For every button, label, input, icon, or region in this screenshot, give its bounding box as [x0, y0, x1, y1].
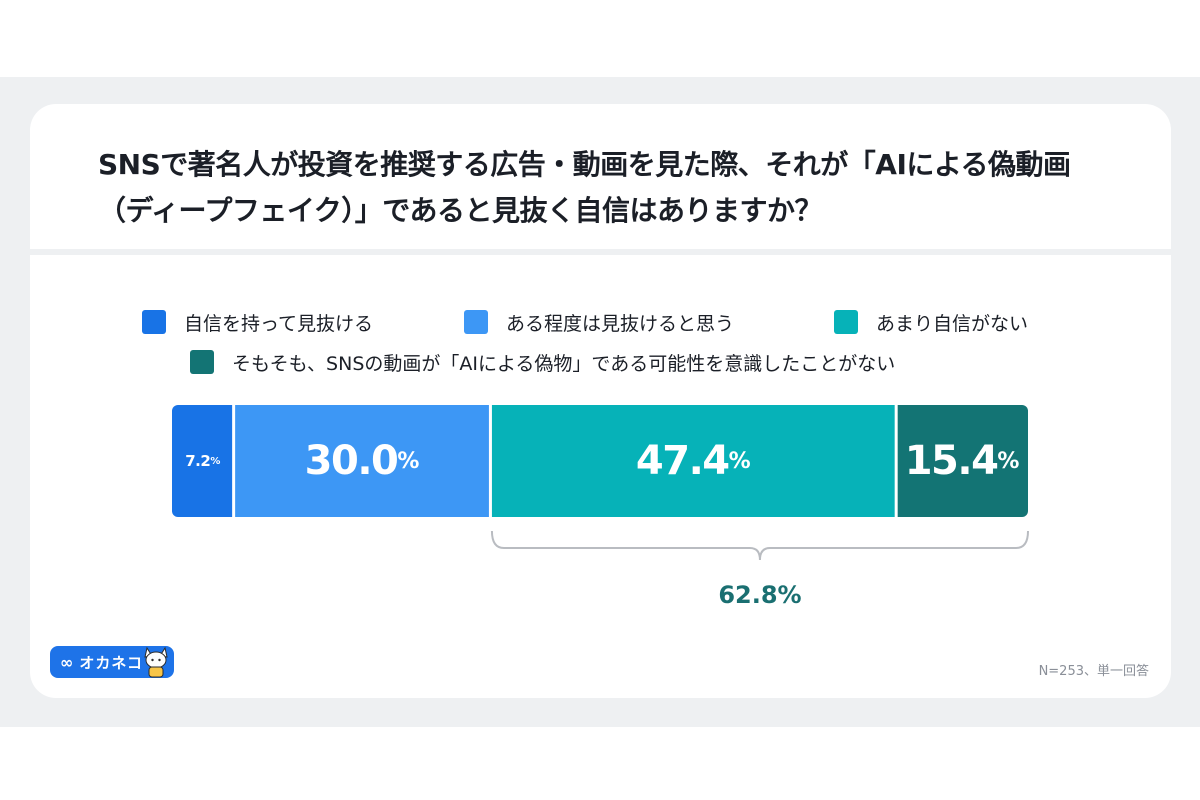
legend-item-never-considered: そもそも、SNSの動画が「AIによる偽物」である可能性を意識したことがない	[190, 349, 895, 375]
data-label: 30.0%	[305, 438, 420, 484]
logo-text: オカネコ	[79, 653, 144, 672]
question-title: SNSで著名人が投資を推奨する広告・動画を見た際、それが「AIによる偽動画（ディ…	[98, 148, 1071, 227]
cat-mascot-icon	[144, 646, 168, 678]
legend-label: ある程度は見抜けると思う	[506, 312, 735, 335]
legend-label: 自信を持って見抜ける	[184, 312, 374, 335]
bar-segment	[235, 405, 489, 517]
data-label: 47.4%	[636, 438, 751, 484]
infinity-icon: ∞	[60, 652, 74, 672]
legend-swatch	[190, 350, 214, 374]
legend-swatch	[142, 310, 166, 334]
chart-card: SNSで著名人が投資を推奨する広告・動画を見た際、それが「AIによる偽動画（ディ…	[30, 104, 1171, 698]
bracket-total-label: 62.8%	[718, 581, 801, 609]
legend-item-not-confident: あまり自信がない	[834, 309, 1028, 335]
legend-item-somewhat: ある程度は見抜けると思う	[464, 309, 734, 335]
bar-segment	[897, 405, 1028, 517]
data-label: 15.4%	[905, 438, 1020, 484]
divider	[30, 249, 1171, 255]
bar-segment	[172, 405, 233, 517]
bar-segment	[491, 405, 895, 517]
bracket	[490, 530, 1029, 561]
data-label: 7.2%	[185, 452, 220, 470]
legend-swatch	[834, 310, 858, 334]
legend-label: そもそも、SNSの動画が「AIによる偽物」である可能性を意識したことがない	[232, 352, 896, 375]
okaneko-logo: ∞ オカネコ	[50, 646, 174, 678]
sample-note: N=253、単一回答	[1038, 664, 1149, 679]
legend-item-confident: 自信を持って見抜ける	[142, 309, 373, 335]
stacked-bar-chart: 7.2% 30.0% 47.4% 15.4% 62.8%	[172, 405, 1029, 609]
legend-swatch	[464, 310, 488, 334]
legend-label: あまり自信がない	[876, 312, 1029, 335]
